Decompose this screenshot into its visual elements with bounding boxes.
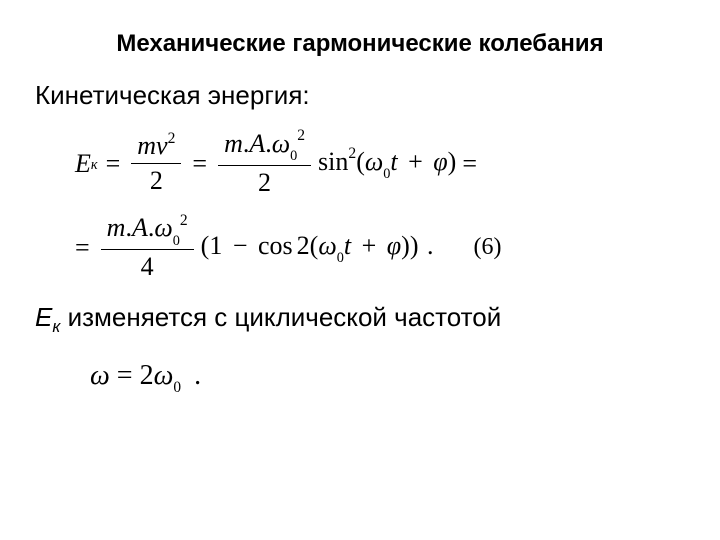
symbol-t-2: t [344, 231, 351, 260]
symbol-t: t [390, 147, 397, 176]
omega-in2: ω [318, 231, 336, 260]
symbol-sub-k: к [91, 157, 98, 174]
formula-line-1: Eк = mv2 2 = m.A.ω02 2 sin2(ω0t + φ) = [75, 129, 685, 198]
equals-1: = [106, 149, 121, 179]
cos-term: (1 − cos2(ω0t + φ)) . [201, 231, 434, 265]
cos: cos [258, 231, 293, 260]
subtitle: Кинетическая энергия: [35, 80, 685, 111]
plus-1: + [408, 147, 423, 176]
symbol-A-2: A [132, 213, 148, 242]
conclusion-body: изменяется с циклической частотой [68, 302, 502, 332]
symbol-m-2: m [224, 129, 243, 158]
omega-rhs: ω [154, 360, 174, 391]
conclusion-E: E [35, 302, 52, 332]
formula-line-2: = m.A.ω02 4 (1 − cos2(ω0t + φ)) . (6) [75, 213, 685, 282]
symbol-A: A [249, 129, 265, 158]
symbol-omega: ω [272, 129, 290, 158]
lparen-1: ( [356, 147, 365, 176]
symbol-phi: φ [433, 147, 447, 176]
kinetic-energy-formula: Eк = mv2 2 = m.A.ω02 2 sin2(ω0t + φ) = =… [75, 129, 685, 282]
omega-relation: ω = 2ω0 . [90, 360, 685, 396]
fraction-mAw02-2: m.A.ω02 2 [218, 129, 311, 198]
fraction-mv2-2: mv2 2 [131, 131, 181, 196]
page-title: Механические гармонические колебания [35, 30, 685, 58]
symbol-E: E [75, 149, 91, 179]
omega-lhs: ω [90, 360, 110, 391]
fraction-mAw02-4: m.A.ω02 4 [101, 213, 194, 282]
sub-0b: 0 [383, 166, 390, 182]
minus-1: − [233, 231, 248, 260]
equals-4: = [75, 233, 90, 263]
omega-rhs-sub: 0 [173, 379, 181, 396]
exponent-2b: 2 [297, 127, 305, 144]
rparen-double: )) [401, 231, 418, 260]
denominator-2b: 2 [252, 166, 277, 198]
sub-0: 0 [290, 148, 297, 164]
conclusion-sub-k: к [52, 318, 60, 337]
sin: sin [318, 147, 348, 176]
exponent-2c: 2 [180, 212, 188, 229]
sub-0d: 0 [337, 250, 344, 266]
equation-number: (6) [473, 234, 501, 261]
rparen-1: ) [448, 147, 457, 176]
symbol-v: v [156, 131, 168, 160]
sin-exp-2: 2 [348, 145, 356, 162]
omega-in: ω [365, 147, 383, 176]
symbol-m-3: m [107, 213, 126, 242]
sub-0c: 0 [173, 233, 180, 249]
equals-2: = [192, 149, 207, 179]
conclusion-text: Eк изменяется с циклической частотой [35, 302, 685, 337]
one: 1 [209, 231, 222, 260]
equals-3: = [462, 149, 477, 179]
symbol-phi-2: φ [387, 231, 401, 260]
cos-two: 2 [297, 231, 310, 260]
formula-end-dot: . [427, 231, 434, 260]
symbol-m: m [137, 131, 156, 160]
denominator-4: 4 [135, 250, 160, 282]
omega-eq2: = 2 [117, 360, 154, 391]
plus-2: + [362, 231, 377, 260]
omega-dot: . [194, 360, 201, 391]
denominator-2: 2 [144, 164, 169, 196]
exponent-2: 2 [168, 130, 176, 147]
sin-term: sin2(ω0t + φ) [318, 147, 456, 181]
symbol-omega-2: ω [154, 213, 172, 242]
